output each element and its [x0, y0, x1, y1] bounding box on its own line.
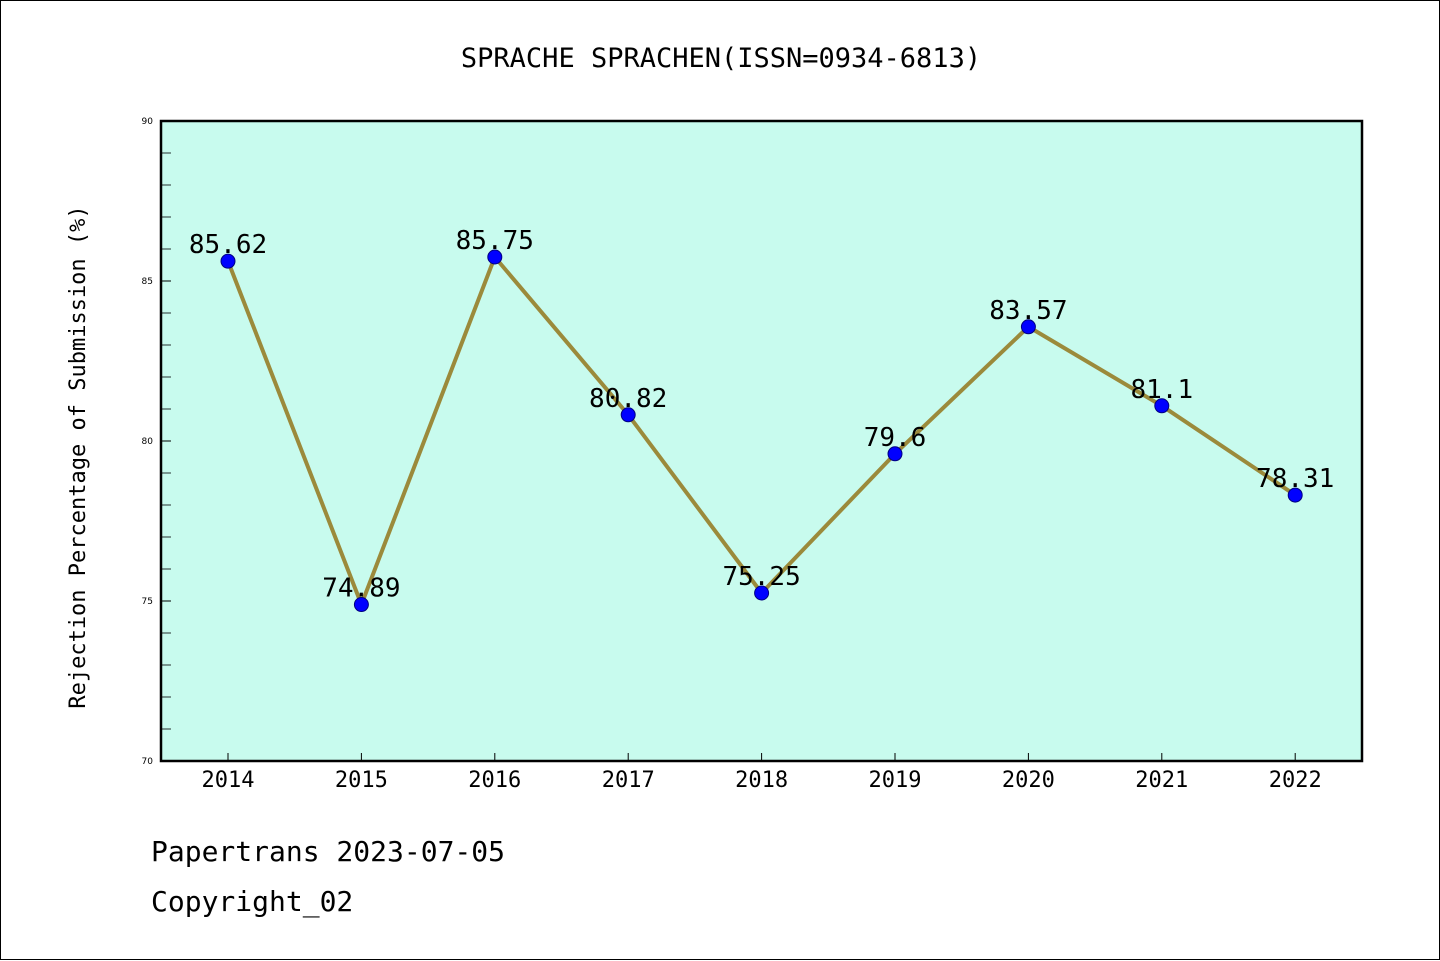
x-tick-label: 2020 [1002, 768, 1055, 793]
data-point [1154, 398, 1170, 414]
data-point [1020, 319, 1036, 335]
y-tick-label: 90 [142, 117, 154, 127]
data-label: 75.25 [722, 562, 800, 592]
footer-date: Papertrans 2023-07-05 [151, 835, 506, 868]
x-tick-label: 2016 [468, 768, 521, 793]
data-label: 83.57 [989, 296, 1067, 326]
data-point [487, 249, 503, 265]
data-label: 78.31 [1256, 464, 1334, 494]
x-tick-label: 2018 [735, 768, 788, 793]
footer-copyright: Copyright_02 [151, 885, 354, 918]
y-tick-label: 70 [142, 757, 154, 767]
x-tick-label: 2022 [1269, 768, 1322, 793]
x-tick-label: 2017 [602, 768, 655, 793]
data-labels: 85.62 74.89 85.75 80.82 75.25 79.6 83.57 81.1 78… [189, 226, 1334, 604]
chart-title: SPRACHE SPRACHEN(ISSN=0934-6813) [461, 43, 981, 74]
plot-border [159, 119, 1364, 763]
y-tick-label: 75 [142, 597, 153, 607]
data-label: 85.75 [456, 226, 534, 256]
y-tick-label: 80 [142, 437, 154, 447]
plot-area [161, 121, 1362, 761]
x-tick-label: 2015 [335, 768, 388, 793]
data-point [754, 585, 770, 601]
series-layer [220, 249, 1303, 613]
data-label: 74.89 [322, 574, 400, 604]
x-tick-label: 2014 [202, 768, 255, 793]
data-label: 80.82 [589, 384, 667, 414]
data-point [887, 446, 903, 462]
x-tick-label: 2019 [869, 768, 922, 793]
data-point [353, 597, 369, 613]
data-point [620, 407, 636, 423]
y-tick-label: 85 [142, 277, 153, 287]
data-label: 79.6 [864, 423, 927, 453]
axis-ticks: 70 75 80 85 90 2014 2015 2016 2017 2018 2019 2020 20… [142, 117, 1322, 793]
data-label: 85.62 [189, 230, 267, 260]
data-point [1287, 487, 1303, 503]
x-tick-label: 2021 [1135, 768, 1188, 793]
data-point [220, 253, 236, 269]
y-axis-label: Rejection Percentage of Submission (%) [66, 205, 91, 708]
data-label: 81.1 [1130, 375, 1193, 405]
